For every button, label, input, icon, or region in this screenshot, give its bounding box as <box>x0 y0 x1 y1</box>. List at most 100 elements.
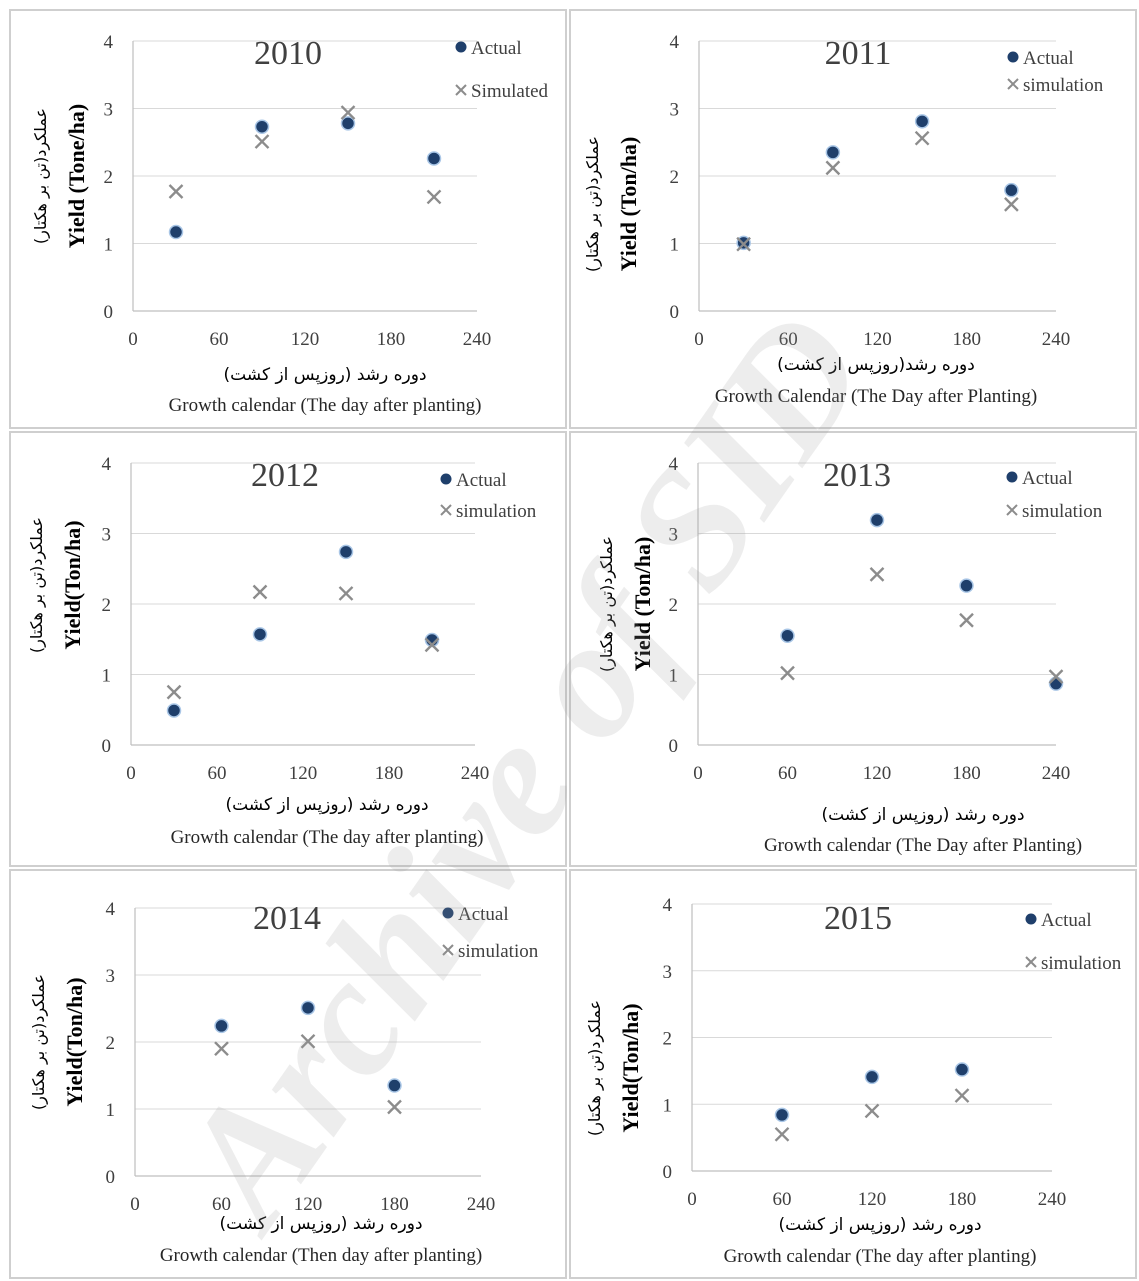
simulated-point <box>387 1099 402 1115</box>
y-tick-label: 1 <box>669 666 679 687</box>
actual-point <box>338 544 354 560</box>
actual-point <box>168 224 184 240</box>
y-axis-label: Yield (Ton/ha) <box>616 137 641 272</box>
simulated-point <box>1004 197 1019 212</box>
x-axis-label-persian: دوره رشد (روزپس از کشت) <box>223 365 426 385</box>
simulated-point <box>254 134 270 149</box>
simulated-point-stroke <box>774 1126 790 1142</box>
x-tick-label: 60 <box>208 763 227 784</box>
y-axis-label: Yield(Ton/ha) <box>60 520 85 649</box>
y-axis-label-persian: عملکرد(تن بر هکتار) <box>31 108 51 244</box>
x-tick-label: 60 <box>210 329 229 350</box>
y-axis-label: Yield (Ton/ha) <box>630 537 655 672</box>
x-tick-label: 0 <box>130 1194 140 1215</box>
simulated-point-stroke <box>869 567 885 582</box>
x-axis-label: Growth calendar (The day after planting) <box>169 395 482 416</box>
legend-simulated-label: simulation <box>458 941 539 962</box>
y-tick-label: 2 <box>669 595 679 616</box>
x-tick-label: 0 <box>126 763 136 784</box>
actual-point <box>214 1018 229 1034</box>
y-tick-label: 3 <box>102 525 112 546</box>
simulated-point <box>825 160 841 176</box>
y-tick-label: 4 <box>663 895 673 916</box>
chart-title: 2015 <box>824 900 892 937</box>
x-axis-label-persian: دوره رشد(روزپس از کشت) <box>777 355 975 375</box>
y-tick-label: 0 <box>106 1167 116 1188</box>
legend-simulated-label: simulation <box>1022 501 1103 522</box>
simulated-point <box>1048 669 1064 684</box>
legend-simulated-marker <box>1006 504 1018 516</box>
y-tick-label: 3 <box>663 962 673 983</box>
y-axis-label-persian: عملکرد(تن بر هکتار) <box>27 517 47 653</box>
simulated-point-stroke <box>168 184 184 199</box>
legend-simulated-marker <box>455 84 467 96</box>
x-axis-label: Growth calendar (Then day after planting… <box>160 1245 482 1266</box>
simulated-point <box>252 584 268 600</box>
simulated-point-stroke <box>254 134 270 149</box>
y-tick-label: 2 <box>102 595 112 616</box>
legend-simulated-stroke <box>1007 78 1019 90</box>
actual-point <box>959 578 974 593</box>
x-axis-label: Growth calendar (The day after planting) <box>171 827 484 848</box>
chart-panel-2013: 0 1 2 3 4 0 60 120 180 240 2013 Yield (Ton/ha) عملکر… <box>569 431 1137 867</box>
x-axis-label-persian: دوره رشد (روزپس از کشت) <box>219 1214 422 1234</box>
simulated-point <box>168 184 184 199</box>
legend-simulated-label: simulation <box>1041 953 1122 974</box>
x-tick-label: 180 <box>380 1194 409 1215</box>
simulated-point <box>340 105 356 120</box>
x-tick-label: 180 <box>375 763 404 784</box>
simulated-point-stroke <box>340 105 356 120</box>
x-tick-label: 60 <box>212 1194 231 1215</box>
chart-panel-2014: 0 1 2 3 4 0 60 120 180 240 2014 Yield(Ton/ha) عملکرد… <box>9 869 567 1279</box>
y-axis-label-persian: عملکرد(تن بر هکتار) <box>29 974 49 1110</box>
x-tick-label: 0 <box>694 329 704 350</box>
legend-actual-label: Actual <box>471 38 522 59</box>
legend-simulated-marker <box>442 944 454 956</box>
x-tick-label: 180 <box>953 329 982 350</box>
chart-title: 2011 <box>825 35 892 72</box>
legend-simulated-stroke <box>442 944 454 956</box>
simulated-point-stroke <box>864 1103 880 1119</box>
actual-point <box>340 116 356 131</box>
chart-title: 2013 <box>823 457 891 494</box>
x-axis-label: Growth Calendar (The Day after Planting) <box>715 386 1037 407</box>
actual-point <box>1048 676 1064 691</box>
x-tick-label: 240 <box>1042 329 1071 350</box>
y-tick-label: 1 <box>670 235 680 256</box>
legend-actual-label: Actual <box>458 904 509 925</box>
y-tick-label: 0 <box>104 302 114 323</box>
actual-point <box>426 151 442 166</box>
panel-frame <box>569 9 1137 429</box>
simulated-point <box>166 684 182 700</box>
actual-point <box>780 628 795 643</box>
simulated-point-stroke <box>780 665 795 681</box>
y-tick-label: 4 <box>670 32 680 53</box>
x-tick-label: 120 <box>294 1194 323 1215</box>
x-tick-label: 180 <box>377 329 406 350</box>
chart-panel-2011: 0 1 2 3 4 0 60 120 180 240 2011 Yield (Ton/ha) عملکر… <box>569 9 1137 429</box>
x-tick-label: 180 <box>952 763 981 784</box>
legend-actual-marker <box>440 473 452 485</box>
y-tick-label: 3 <box>670 100 680 121</box>
simulated-point-stroke <box>954 1088 970 1103</box>
actual-point <box>954 1062 970 1077</box>
simulated-point <box>869 567 885 582</box>
actual-point <box>914 114 930 129</box>
y-tick-label: 2 <box>663 1029 673 1050</box>
chart-title: 2010 <box>254 35 322 72</box>
chart-title: 2012 <box>251 457 319 494</box>
y-tick-label: 1 <box>104 235 114 256</box>
legend-simulated-stroke <box>455 84 467 96</box>
simulated-point-stroke <box>959 612 974 628</box>
x-tick-label: 60 <box>778 763 797 784</box>
simulated-point-stroke <box>426 189 442 205</box>
y-tick-label: 1 <box>102 666 112 687</box>
legend-simulated-stroke <box>1025 956 1037 968</box>
actual-point <box>869 512 885 528</box>
simulated-point-stroke <box>1004 197 1019 212</box>
simulated-point-stroke <box>424 637 440 653</box>
legend-actual-marker <box>1007 51 1019 63</box>
y-tick-label: 0 <box>669 736 679 757</box>
y-tick-label: 0 <box>102 736 112 757</box>
y-tick-label: 4 <box>106 899 116 920</box>
